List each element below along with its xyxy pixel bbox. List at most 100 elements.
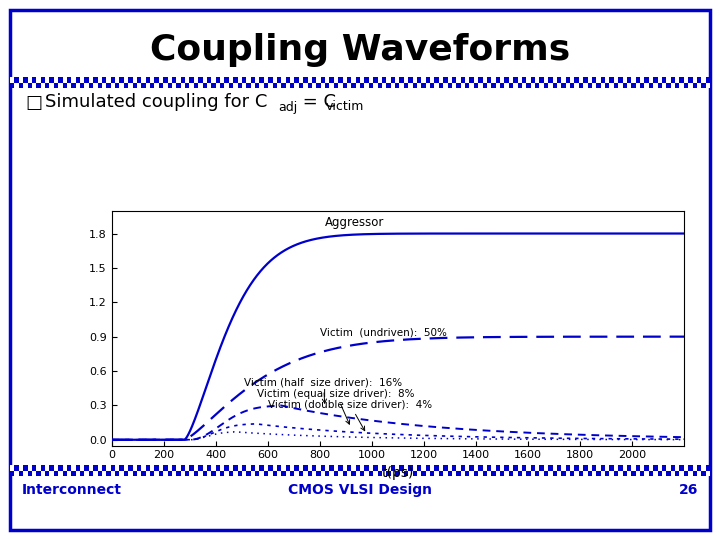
Bar [395, 465, 400, 470]
Bar [579, 83, 583, 88]
Bar [128, 465, 132, 470]
Bar [168, 83, 172, 88]
Text: victim: victim [326, 100, 364, 113]
Bar [19, 83, 23, 88]
Bar [448, 83, 452, 88]
Bar [613, 470, 618, 476]
Bar [215, 83, 220, 88]
Bar [395, 470, 400, 476]
Bar [693, 465, 697, 470]
Bar [583, 83, 588, 88]
Bar [347, 465, 351, 470]
Bar [386, 83, 391, 88]
Bar [526, 83, 531, 88]
Bar [452, 77, 456, 83]
Bar [495, 470, 500, 476]
Bar [680, 470, 684, 476]
Bar [552, 470, 557, 476]
Bar [570, 83, 575, 88]
Bar [54, 83, 58, 88]
Bar [649, 83, 653, 88]
Bar [111, 83, 115, 88]
Bar [535, 77, 539, 83]
Bar [557, 465, 562, 470]
Bar [238, 470, 242, 476]
Bar [434, 83, 438, 88]
Bar [185, 470, 189, 476]
Bar [657, 465, 662, 470]
Bar [307, 83, 312, 88]
Bar [495, 465, 500, 470]
Bar [154, 83, 158, 88]
Bar [474, 83, 478, 88]
Bar [443, 83, 448, 88]
Bar [50, 83, 54, 88]
Bar [653, 465, 657, 470]
Bar [211, 470, 215, 476]
Bar [583, 77, 588, 83]
Bar [299, 77, 303, 83]
Bar [631, 465, 636, 470]
Bar [294, 77, 299, 83]
Bar [566, 77, 570, 83]
Bar [461, 465, 465, 470]
Bar [286, 83, 290, 88]
Bar [364, 83, 369, 88]
Bar [382, 77, 386, 83]
Bar [680, 83, 684, 88]
Bar [97, 77, 102, 83]
Bar [325, 470, 329, 476]
Bar [495, 83, 500, 88]
Bar [618, 465, 623, 470]
Bar [194, 83, 198, 88]
Text: □: □ [25, 94, 42, 112]
Text: Victim (half  size driver):  16%: Victim (half size driver): 16% [244, 377, 402, 403]
Bar [693, 470, 697, 476]
Bar [189, 77, 194, 83]
Bar [500, 77, 505, 83]
Bar [264, 465, 268, 470]
Bar [636, 465, 640, 470]
Bar [124, 470, 128, 476]
Bar [513, 83, 518, 88]
Bar [312, 470, 316, 476]
Bar [10, 465, 14, 470]
Bar [63, 470, 67, 476]
Bar [150, 77, 154, 83]
Bar [456, 77, 461, 83]
Bar [84, 465, 89, 470]
Bar [181, 465, 185, 470]
Bar [320, 470, 325, 476]
Bar [535, 465, 539, 470]
Bar [215, 470, 220, 476]
Bar [233, 83, 238, 88]
Bar [640, 83, 644, 88]
Bar [225, 470, 229, 476]
Bar [478, 83, 482, 88]
Bar [268, 465, 272, 470]
Bar [58, 77, 63, 83]
Bar [382, 470, 386, 476]
Bar [251, 83, 255, 88]
Bar [76, 77, 80, 83]
Bar [97, 465, 102, 470]
Text: = C: = C [297, 93, 336, 111]
Bar [400, 465, 404, 470]
Bar [562, 465, 566, 470]
Bar [482, 470, 487, 476]
Bar [609, 77, 613, 83]
Bar [334, 77, 338, 83]
Bar [391, 465, 395, 470]
Bar [400, 77, 404, 83]
Bar [627, 470, 631, 476]
Bar [202, 83, 207, 88]
Bar [613, 465, 618, 470]
Bar [93, 470, 97, 476]
Bar [522, 83, 526, 88]
Bar [215, 77, 220, 83]
Bar [539, 77, 544, 83]
Bar [684, 470, 688, 476]
Bar [600, 470, 605, 476]
Bar [255, 77, 259, 83]
Bar [421, 470, 426, 476]
